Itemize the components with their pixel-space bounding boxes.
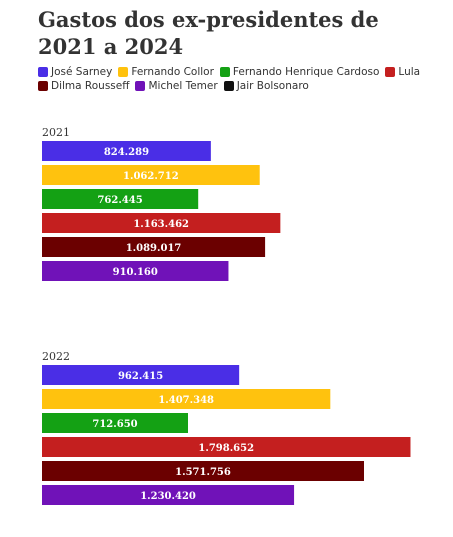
data-label-2022-2: 712.650 — [92, 419, 137, 430]
chart-title: Gastos dos ex-presidentes de 2021 a 2024 — [38, 7, 379, 59]
legend-swatch — [118, 67, 129, 77]
legend-swatch — [135, 81, 146, 91]
legend-swatch — [385, 67, 396, 77]
group-label-2021: 2021 — [42, 126, 70, 139]
legend-label: Fernando Henrique Cardoso — [232, 66, 380, 78]
group-label-2022: 2022 — [42, 350, 70, 363]
data-label-2021-1: 1.062.712 — [123, 171, 179, 182]
legend-swatch — [223, 81, 234, 91]
legend-label: Lula — [398, 66, 421, 78]
bar-2021-2[interactable] — [42, 189, 199, 209]
legend-item-fernando-collor[interactable]: Fernando Collor — [118, 66, 214, 78]
legend-item-lula[interactable]: Lula — [385, 66, 420, 78]
legend-item-dilma-rousseff[interactable]: Dilma Rousseff — [38, 80, 129, 92]
legend-swatch — [38, 81, 48, 91]
data-label-2022-1: 1.407.348 — [158, 395, 214, 406]
bar-2022-2[interactable] — [42, 413, 188, 433]
legend-label: Fernando Collor — [131, 66, 214, 78]
data-label-2021-5: 910.160 — [113, 267, 158, 278]
legend-item-fhc[interactable]: Fernando Henrique Cardoso — [219, 66, 380, 78]
data-label-2021-2: 762.445 — [97, 195, 142, 206]
bar-2021-1[interactable] — [42, 165, 260, 185]
bar-2021-4[interactable] — [42, 237, 266, 257]
legend-label: José Sarney — [51, 66, 113, 78]
bar-2022-5[interactable] — [42, 485, 295, 505]
legend-item-jose-sarney[interactable]: José Sarney — [38, 66, 112, 78]
legend-swatch — [219, 67, 230, 77]
legend-item-michel-temer[interactable]: Michel Temer — [135, 80, 218, 92]
legend-swatch — [38, 67, 48, 77]
bar-2021-3[interactable] — [42, 213, 281, 233]
data-label-2022-3: 1.798.652 — [198, 443, 254, 454]
legend-label: Dilma Rousseff — [51, 80, 130, 92]
legend-item-jair-bolsonaro[interactable]: Jair Bolsonaro — [223, 80, 309, 92]
data-label-2021-0: 824.289 — [104, 147, 149, 158]
bar-2022-0[interactable] — [42, 365, 240, 385]
legend-label: Jair Bolsonaro — [236, 80, 309, 92]
bar-2021-0[interactable] — [42, 141, 211, 161]
bar-2022-4[interactable] — [42, 461, 364, 481]
data-label-2022-5: 1.230.420 — [140, 491, 196, 502]
data-label-2021-4: 1.089.017 — [126, 243, 182, 254]
bar-2022-1[interactable] — [42, 389, 331, 409]
bar-2022-3[interactable] — [42, 437, 411, 457]
data-label-2022-4: 1.571.756 — [175, 467, 231, 478]
legend-label: Michel Temer — [148, 80, 218, 92]
legend: José Sarney Fernando Collor Fernando Hen… — [38, 66, 448, 92]
bar-2021-5[interactable] — [42, 261, 229, 281]
data-label-2022-0: 962.415 — [118, 371, 163, 382]
data-label-2021-3: 1.163.462 — [133, 219, 189, 230]
